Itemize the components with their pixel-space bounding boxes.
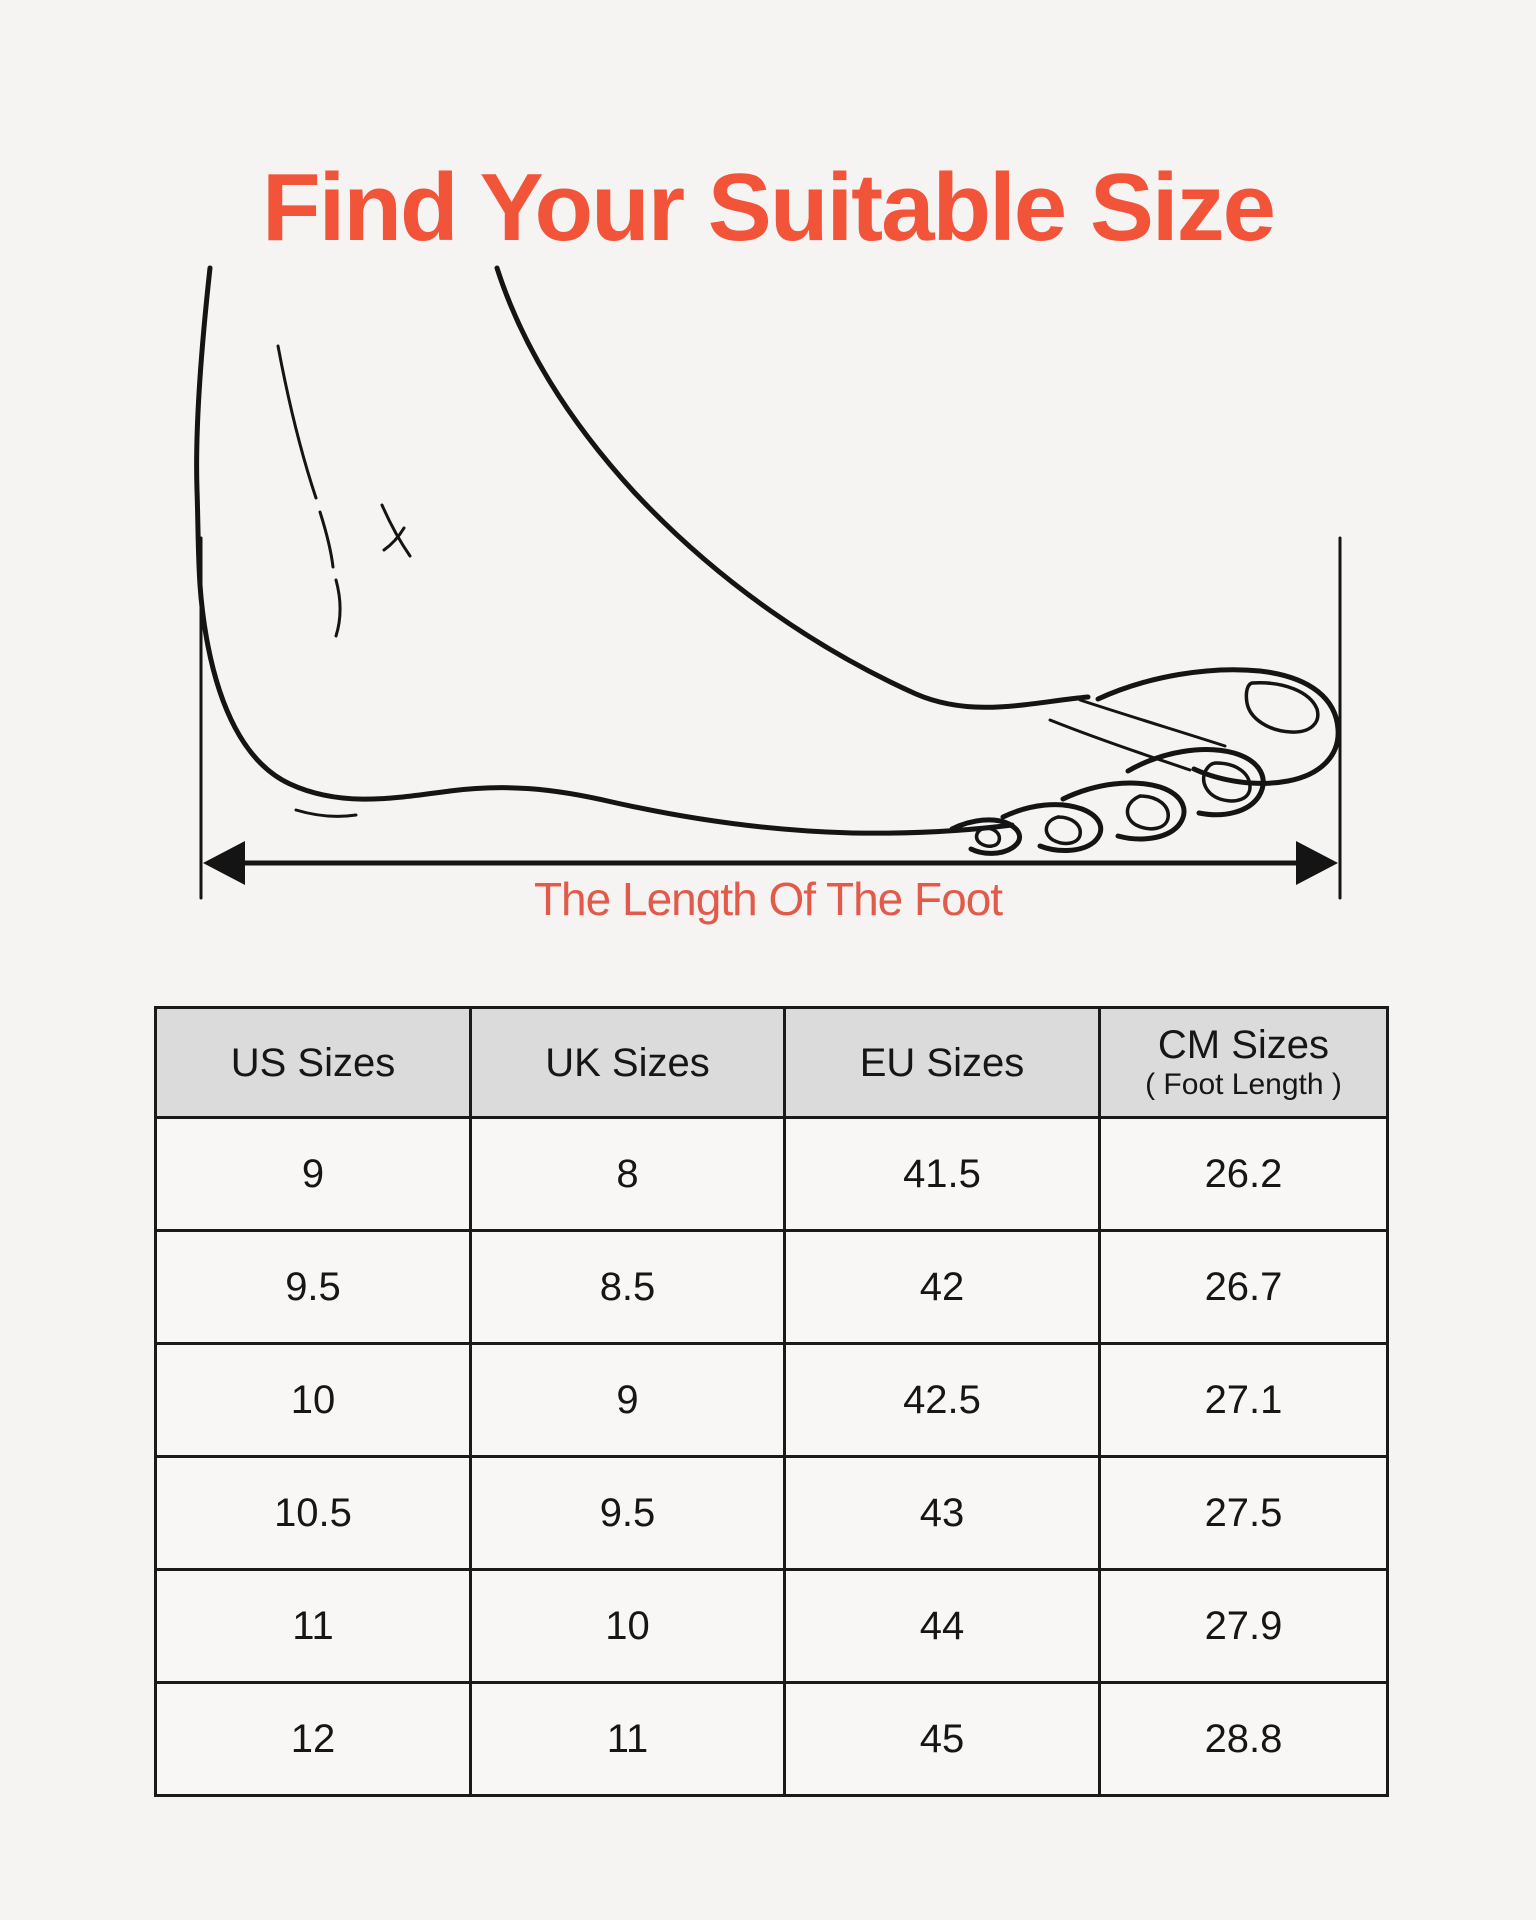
- foot-outline-top: [494, 265, 1091, 710]
- col-header-cm-sizes: CM Sizes ( Foot Length ): [1098, 1006, 1389, 1119]
- col-header-eu-sizes: EU Sizes: [783, 1006, 1101, 1119]
- toe-nail: [1125, 794, 1170, 831]
- cell-uk: 10: [469, 1568, 786, 1684]
- toe-crease: [1048, 718, 1192, 772]
- cm-sizes-label: CM Sizes: [1157, 1023, 1330, 1068]
- cell-cm: 28.8: [1098, 1681, 1389, 1797]
- ankle-crease: [276, 344, 318, 500]
- table-row: 9.5 8.5 42 26.7: [154, 1229, 1389, 1345]
- table-row: 10.5 9.5 43 27.5: [154, 1455, 1389, 1571]
- foot-illustration: [194, 265, 1342, 900]
- cell-eu: 44: [783, 1568, 1101, 1684]
- table-row: 9 8 41.5 26.2: [154, 1116, 1389, 1232]
- cell-uk: 8: [469, 1116, 786, 1232]
- cell-uk: 11: [469, 1681, 786, 1797]
- cell-uk: 9.5: [469, 1455, 786, 1571]
- cell-eu: 42: [783, 1229, 1101, 1345]
- cell-uk: 8.5: [469, 1229, 786, 1345]
- cell-us: 10: [154, 1342, 472, 1458]
- cell-us: 9.5: [154, 1229, 472, 1345]
- toe: [1125, 747, 1266, 818]
- big-toe-nail: [1244, 681, 1320, 734]
- cm-sizes-note: ( Foot Length ): [1145, 1068, 1342, 1102]
- length-arrow-head-right: [1296, 841, 1338, 885]
- toe: [1060, 780, 1187, 842]
- toe-crease: [1078, 698, 1227, 748]
- length-arrow-head-left: [203, 841, 245, 885]
- cell-eu: 45: [783, 1681, 1101, 1797]
- table-row: 11 10 44 27.9: [154, 1568, 1389, 1684]
- table-row: 10 9 42.5 27.1: [154, 1342, 1389, 1458]
- toe: [949, 817, 1022, 856]
- col-header-uk-sizes: UK Sizes: [469, 1006, 786, 1119]
- foot-length-caption: The Length Of The Foot: [533, 873, 1003, 925]
- size-table: US Sizes UK Sizes EU Sizes CM Sizes ( Fo…: [154, 1006, 1389, 1797]
- toe: [1000, 802, 1104, 853]
- table-row: 12 11 45 28.8: [154, 1681, 1389, 1797]
- cell-cm: 27.5: [1098, 1455, 1389, 1571]
- cell-uk: 9: [469, 1342, 786, 1458]
- cell-us: 9: [154, 1116, 472, 1232]
- cell-cm: 26.2: [1098, 1116, 1389, 1232]
- ankle-crease: [382, 526, 406, 552]
- cell-us: 10.5: [154, 1455, 472, 1571]
- cell-eu: 43: [783, 1455, 1101, 1571]
- ankle-crease: [334, 578, 342, 638]
- sole-shadow-line: [294, 808, 358, 818]
- page-title: Find Your Suitable Size: [262, 154, 1276, 262]
- cell-cm: 27.9: [1098, 1568, 1389, 1684]
- cell-us: 11: [154, 1568, 472, 1684]
- cell-us: 12: [154, 1681, 472, 1797]
- toe-nail: [974, 826, 1002, 848]
- toe-nail: [1044, 815, 1082, 846]
- cell-cm: 27.1: [1098, 1342, 1389, 1458]
- size-table-header-row: US Sizes UK Sizes EU Sizes CM Sizes ( Fo…: [154, 1006, 1389, 1119]
- foot-length-diagram: The Length Of The Foot: [0, 250, 1536, 950]
- foot-outline-heel-sole: [194, 265, 1015, 836]
- ankle-crease: [318, 510, 335, 569]
- toe-nail: [1201, 761, 1252, 803]
- ankle-crease: [380, 503, 412, 558]
- cell-eu: 41.5: [783, 1116, 1101, 1232]
- cell-eu: 42.5: [783, 1342, 1101, 1458]
- col-header-us-sizes: US Sizes: [154, 1006, 472, 1119]
- cell-cm: 26.7: [1098, 1229, 1389, 1345]
